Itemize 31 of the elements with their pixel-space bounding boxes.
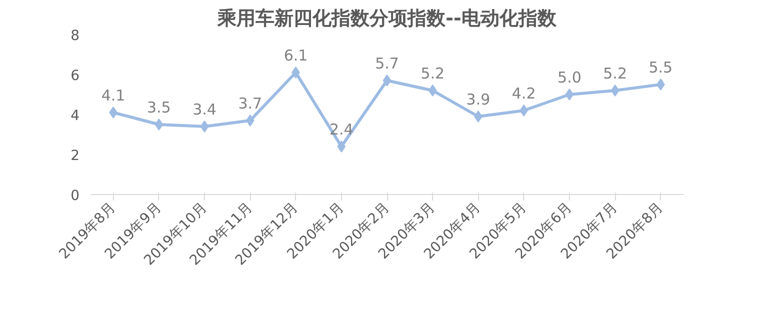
data-label: 3.4 bbox=[192, 100, 216, 118]
point bbox=[610, 84, 620, 96]
point bbox=[474, 110, 482, 122]
data-label: 5.5 bbox=[648, 58, 673, 76]
data-label: 5.2 bbox=[420, 64, 445, 82]
data-label: 5.0 bbox=[558, 68, 582, 86]
point bbox=[656, 78, 665, 90]
data-label: 5.7 bbox=[375, 54, 399, 72]
data-label: 4.1 bbox=[101, 86, 126, 104]
data-label: 3.5 bbox=[146, 98, 171, 116]
y-tick-label: 4 bbox=[70, 108, 80, 124]
data-label: 6.1 bbox=[284, 46, 308, 64]
chart-title: 乘用车新四化指数分项指数--电动化指数 bbox=[216, 8, 558, 30]
data-label: 4.2 bbox=[512, 84, 536, 102]
point bbox=[292, 66, 300, 78]
point bbox=[382, 74, 392, 86]
data-label: 5.2 bbox=[603, 64, 628, 82]
y-tick-label: 0 bbox=[70, 188, 80, 204]
point bbox=[246, 114, 254, 126]
data-label: 3.9 bbox=[466, 90, 490, 108]
point bbox=[428, 84, 437, 96]
point bbox=[200, 120, 209, 132]
y-tick-label: 6 bbox=[70, 68, 80, 84]
y-tick-label: 8 bbox=[70, 28, 80, 44]
point bbox=[565, 88, 574, 100]
point bbox=[337, 140, 346, 152]
y-tick-label: 2 bbox=[70, 148, 80, 164]
point bbox=[154, 118, 164, 130]
data-label: 3.7 bbox=[238, 94, 262, 112]
point bbox=[109, 106, 118, 118]
point bbox=[520, 104, 528, 116]
